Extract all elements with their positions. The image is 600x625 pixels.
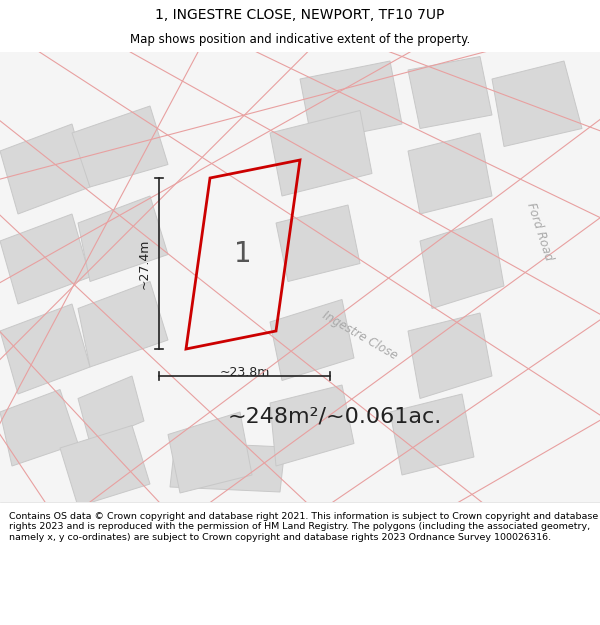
Polygon shape [408, 133, 492, 214]
Polygon shape [60, 426, 150, 506]
Polygon shape [492, 61, 582, 146]
Polygon shape [300, 61, 402, 142]
Text: ~27.4m: ~27.4m [138, 238, 151, 289]
Polygon shape [0, 124, 90, 214]
Polygon shape [270, 111, 372, 196]
Text: 1: 1 [234, 241, 252, 269]
Text: Contains OS data © Crown copyright and database right 2021. This information is : Contains OS data © Crown copyright and d… [9, 512, 598, 542]
Polygon shape [408, 56, 492, 129]
Polygon shape [72, 106, 168, 187]
Polygon shape [78, 376, 144, 444]
Polygon shape [0, 389, 78, 466]
Text: ~248m²/~0.061ac.: ~248m²/~0.061ac. [228, 406, 442, 426]
Text: Map shows position and indicative extent of the property.: Map shows position and indicative extent… [130, 32, 470, 46]
Text: 1, INGESTRE CLOSE, NEWPORT, TF10 7UP: 1, INGESTRE CLOSE, NEWPORT, TF10 7UP [155, 8, 445, 21]
Polygon shape [390, 394, 474, 475]
Polygon shape [0, 52, 600, 502]
Polygon shape [78, 196, 168, 281]
Polygon shape [270, 385, 354, 466]
Polygon shape [276, 205, 360, 281]
Text: Ford Road: Ford Road [524, 201, 556, 262]
Text: Ingestre Close: Ingestre Close [320, 309, 400, 362]
Polygon shape [0, 214, 90, 304]
Polygon shape [270, 299, 354, 381]
Polygon shape [170, 442, 285, 492]
Polygon shape [420, 219, 504, 309]
Polygon shape [0, 304, 90, 394]
Polygon shape [78, 281, 168, 367]
Polygon shape [408, 313, 492, 399]
Text: ~23.8m: ~23.8m [220, 366, 269, 379]
Polygon shape [168, 412, 252, 493]
